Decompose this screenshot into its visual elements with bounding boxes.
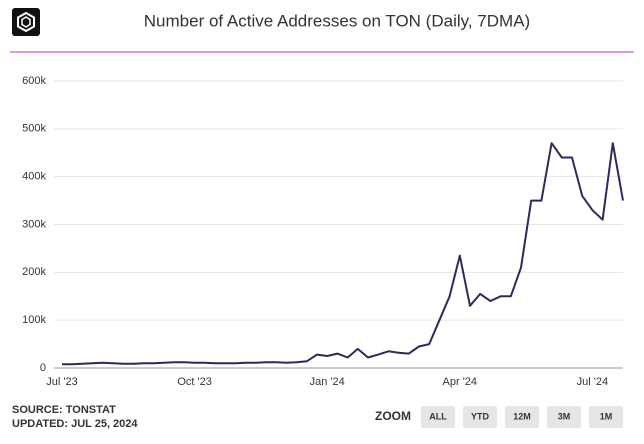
zoom-button-label[interactable]: 12M: [513, 411, 531, 421]
x-tick-label: Jul '24: [577, 376, 608, 388]
y-tick-label: 0: [40, 362, 46, 374]
y-tick-label: 100k: [22, 314, 46, 326]
zoom-button[interactable]: [505, 406, 539, 428]
zoom-button[interactable]: [547, 406, 581, 428]
x-tick-label: Oct '23: [177, 376, 212, 388]
y-tick-label: 200k: [22, 266, 46, 278]
y-tick-label: 300k: [22, 218, 46, 230]
zoom-button-label[interactable]: 1M: [600, 411, 613, 421]
x-tick-label: Jul '23: [46, 376, 77, 388]
y-tick-label: 500k: [22, 123, 46, 135]
zoom-label: ZOOM: [375, 409, 411, 423]
zoom-button[interactable]: [589, 406, 623, 428]
zoom-button-label[interactable]: ALL: [429, 411, 447, 421]
zoom-button-label[interactable]: 3M: [558, 411, 571, 421]
zoom-button[interactable]: [421, 406, 455, 428]
logo: [12, 8, 40, 36]
updated: UPDATED: JUL 25, 2024: [12, 418, 138, 430]
source: SOURCE: TONSTAT: [12, 404, 116, 416]
y-tick-label: 400k: [22, 171, 46, 183]
zoom-button[interactable]: [463, 406, 497, 428]
x-tick-label: Apr '24: [443, 376, 478, 388]
line: [62, 142, 624, 366]
chart-title: Number of Active Addresses on TON (Daily…: [144, 11, 530, 30]
x-tick-label: Jan '24: [310, 376, 345, 388]
y-tick-label: 600k: [22, 75, 46, 87]
zoom-button-label[interactable]: YTD: [471, 411, 490, 421]
